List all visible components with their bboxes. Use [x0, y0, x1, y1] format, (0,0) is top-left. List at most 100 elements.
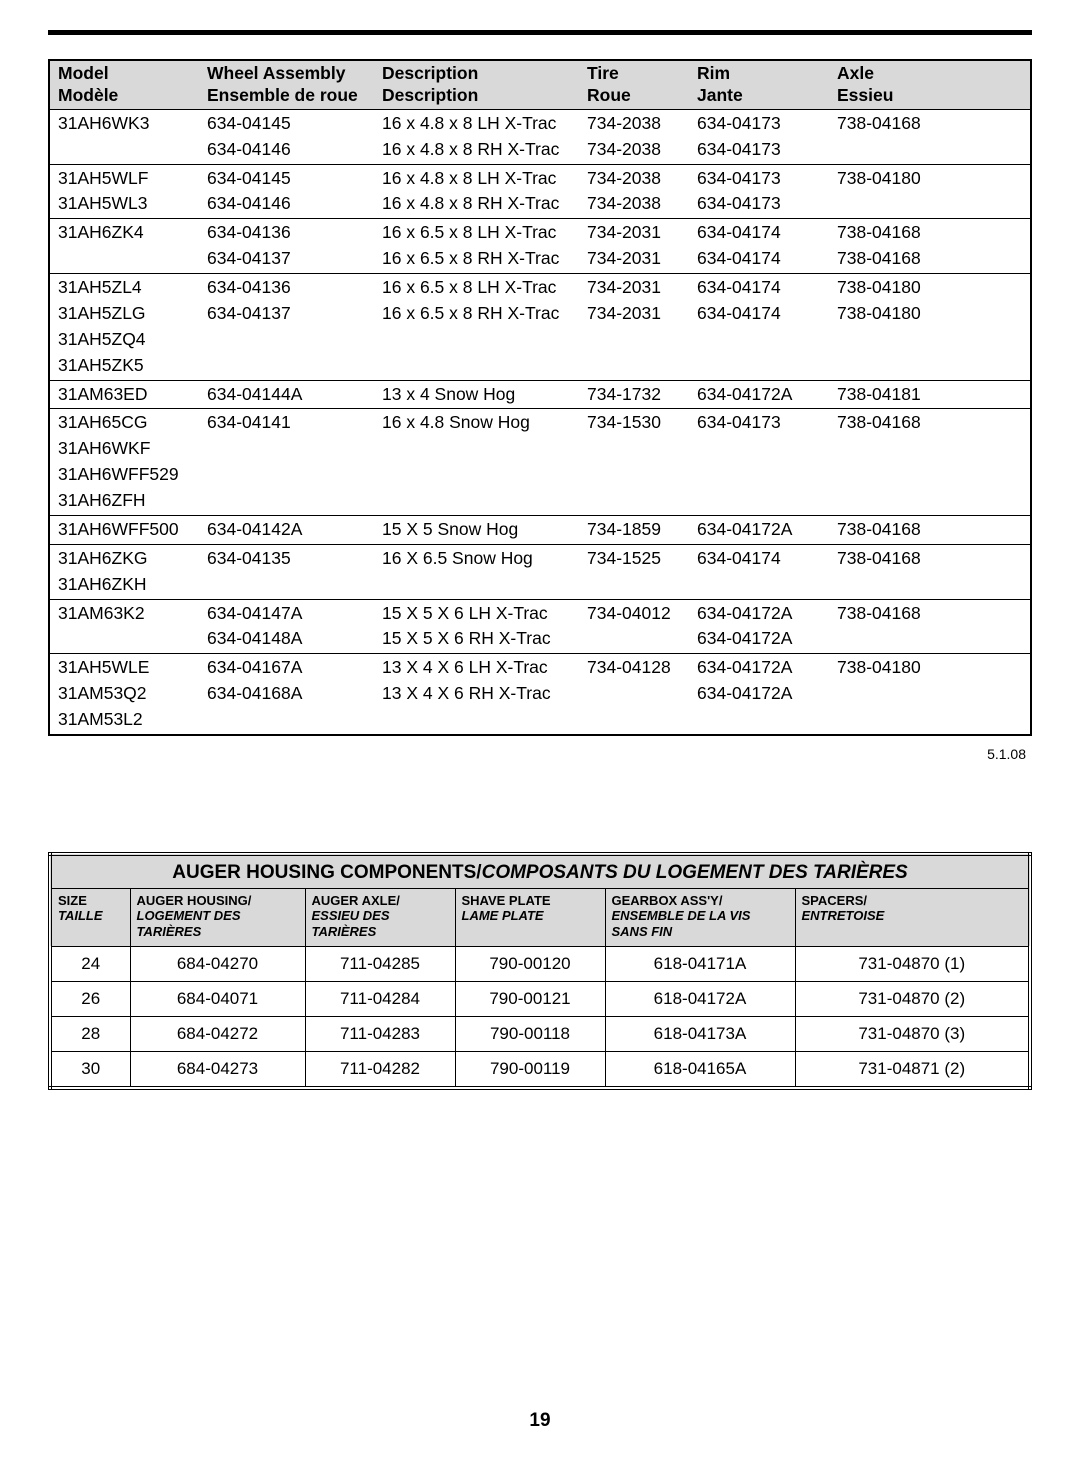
table-cell — [579, 462, 689, 488]
table-cell: 634-04141 — [199, 409, 374, 436]
table-cell: 790-00120 — [455, 946, 605, 981]
col-header-fr: ENTRETOISE — [802, 908, 1023, 924]
table-cell — [829, 572, 1031, 599]
col-header-fr: ENSEMBLE DE LA VIS SANS FIN — [612, 908, 789, 939]
table-cell: 634-04146 — [199, 191, 374, 218]
col-header-en: SHAVE PLATE — [462, 893, 551, 908]
table-cell: 738-04168 — [829, 544, 1031, 571]
wheel-col-header: ModelModèle — [49, 60, 199, 109]
table-cell — [829, 436, 1031, 462]
table-cell: 31AH6ZFH — [49, 488, 199, 515]
table-cell: 738-04180 — [829, 654, 1031, 681]
table-cell: 618-04172A — [605, 981, 795, 1016]
table-cell: 618-04171A — [605, 946, 795, 981]
table-cell: 734-04012 — [579, 599, 689, 626]
table-cell: 734-2031 — [579, 301, 689, 327]
table-row: 26684-04071711-04284790-00121618-04172A7… — [50, 981, 1030, 1016]
table-cell: 738-04168 — [829, 409, 1031, 436]
table-row: 31AH6ZKG634-0413516 X 6.5 Snow Hog734-15… — [49, 544, 1031, 571]
table-cell — [689, 707, 829, 735]
table-cell — [374, 462, 579, 488]
page: ModelModèleWheel AssemblyEnsemble de rou… — [0, 0, 1080, 1472]
table-cell — [199, 572, 374, 599]
table-cell — [829, 626, 1031, 653]
wheel-assembly-table: ModelModèleWheel AssemblyEnsemble de rou… — [48, 59, 1032, 736]
table-cell — [689, 353, 829, 380]
table-row: 31AH5ZL4634-0413616 x 6.5 x 8 LH X-Trac7… — [49, 274, 1031, 301]
table-cell: 634-04173 — [689, 409, 829, 436]
table-cell: 31AH6WFF529 — [49, 462, 199, 488]
col-header-fr: Description — [382, 85, 573, 107]
wheel-col-header: AxleEssieu — [829, 60, 1031, 109]
table-cell: 16 x 6.5 x 8 RH X-Trac — [374, 246, 579, 273]
table-row: 634-0414616 x 4.8 x 8 RH X-Trac734-20386… — [49, 137, 1031, 164]
table-cell — [49, 626, 199, 653]
table-cell: 31AH6WKF — [49, 436, 199, 462]
table-cell — [374, 353, 579, 380]
table-cell: 16 x 4.8 x 8 RH X-Trac — [374, 191, 579, 218]
table-cell: 15 X 5 Snow Hog — [374, 515, 579, 544]
col-header-fr: TAILLE — [58, 908, 124, 924]
table-cell: 31AH5WL3 — [49, 191, 199, 218]
table-cell: 16 x 6.5 x 8 RH X-Trac — [374, 301, 579, 327]
table-row: 28684-04272711-04283790-00118618-04173A7… — [50, 1016, 1030, 1051]
col-header-en: Wheel Assembly — [207, 63, 345, 83]
table-cell: 634-04135 — [199, 544, 374, 571]
table-cell: 13 X 4 X 6 RH X-Trac — [374, 681, 579, 707]
table-cell — [829, 137, 1031, 164]
table-cell — [374, 436, 579, 462]
table-cell: 31AH5WLF — [49, 164, 199, 191]
table-cell: 634-04167A — [199, 654, 374, 681]
table-row: 31AH5ZK5 — [49, 353, 1031, 380]
table-cell: 634-04144A — [199, 380, 374, 409]
col-header-en: Model — [58, 63, 109, 83]
date-note: 5.1.08 — [48, 746, 1026, 762]
table-cell — [579, 572, 689, 599]
auger-title-fr: COMPOSANTS DU LOGEMENT DES TARIÈRES — [482, 862, 908, 883]
table-cell — [579, 707, 689, 735]
table-cell: 26 — [50, 981, 130, 1016]
table-cell — [49, 137, 199, 164]
table-cell — [689, 327, 829, 353]
col-header-fr: Ensemble de roue — [207, 85, 368, 107]
table-cell: 16 X 6.5 Snow Hog — [374, 544, 579, 571]
table-cell: 634-04145 — [199, 164, 374, 191]
table-cell: 734-1525 — [579, 544, 689, 571]
table-cell: 684-04270 — [130, 946, 305, 981]
table-cell: 738-04180 — [829, 274, 1031, 301]
auger-col-header: AUGER HOUSING/LOGEMENT DES TARIÈRES — [130, 888, 305, 946]
table-cell: 634-04174 — [689, 301, 829, 327]
col-header-fr: LOGEMENT DES TARIÈRES — [137, 908, 299, 939]
auger-title-en: AUGER HOUSING COMPONENTS/ — [172, 862, 481, 883]
table-cell: 16 x 4.8 x 8 RH X-Trac — [374, 137, 579, 164]
table-cell — [374, 572, 579, 599]
table-row: 31AM63K2634-04147A15 X 5 X 6 LH X-Trac73… — [49, 599, 1031, 626]
table-cell: 634-04174 — [689, 219, 829, 246]
col-header-en: SIZE — [58, 893, 87, 908]
table-cell: 734-2038 — [579, 191, 689, 218]
table-cell: 731-04870 (3) — [795, 1016, 1030, 1051]
table-cell — [579, 436, 689, 462]
wheel-col-header: Wheel AssemblyEnsemble de roue — [199, 60, 374, 109]
col-header-fr: Jante — [697, 85, 823, 107]
col-header-en: Axle — [837, 63, 874, 83]
table-cell: 734-2038 — [579, 137, 689, 164]
col-header-en: AUGER HOUSING/ — [137, 893, 252, 908]
table-cell — [829, 462, 1031, 488]
table-cell — [199, 353, 374, 380]
col-header-fr: Roue — [587, 85, 683, 107]
table-cell: 738-04168 — [829, 246, 1031, 273]
table-row: 31AH5ZQ4 — [49, 327, 1031, 353]
table-cell: 31AM63K2 — [49, 599, 199, 626]
table-cell: 634-04173 — [689, 137, 829, 164]
table-cell: 734-1530 — [579, 409, 689, 436]
table-cell: 634-04174 — [689, 544, 829, 571]
col-header-en: SPACERS/ — [802, 893, 868, 908]
table-cell: 711-04284 — [305, 981, 455, 1016]
table-cell: 31AM63ED — [49, 380, 199, 409]
table-cell — [199, 707, 374, 735]
table-cell: 731-04870 (1) — [795, 946, 1030, 981]
table-cell: 734-2038 — [579, 109, 689, 136]
table-cell — [579, 488, 689, 515]
table-cell: 634-04174 — [689, 274, 829, 301]
